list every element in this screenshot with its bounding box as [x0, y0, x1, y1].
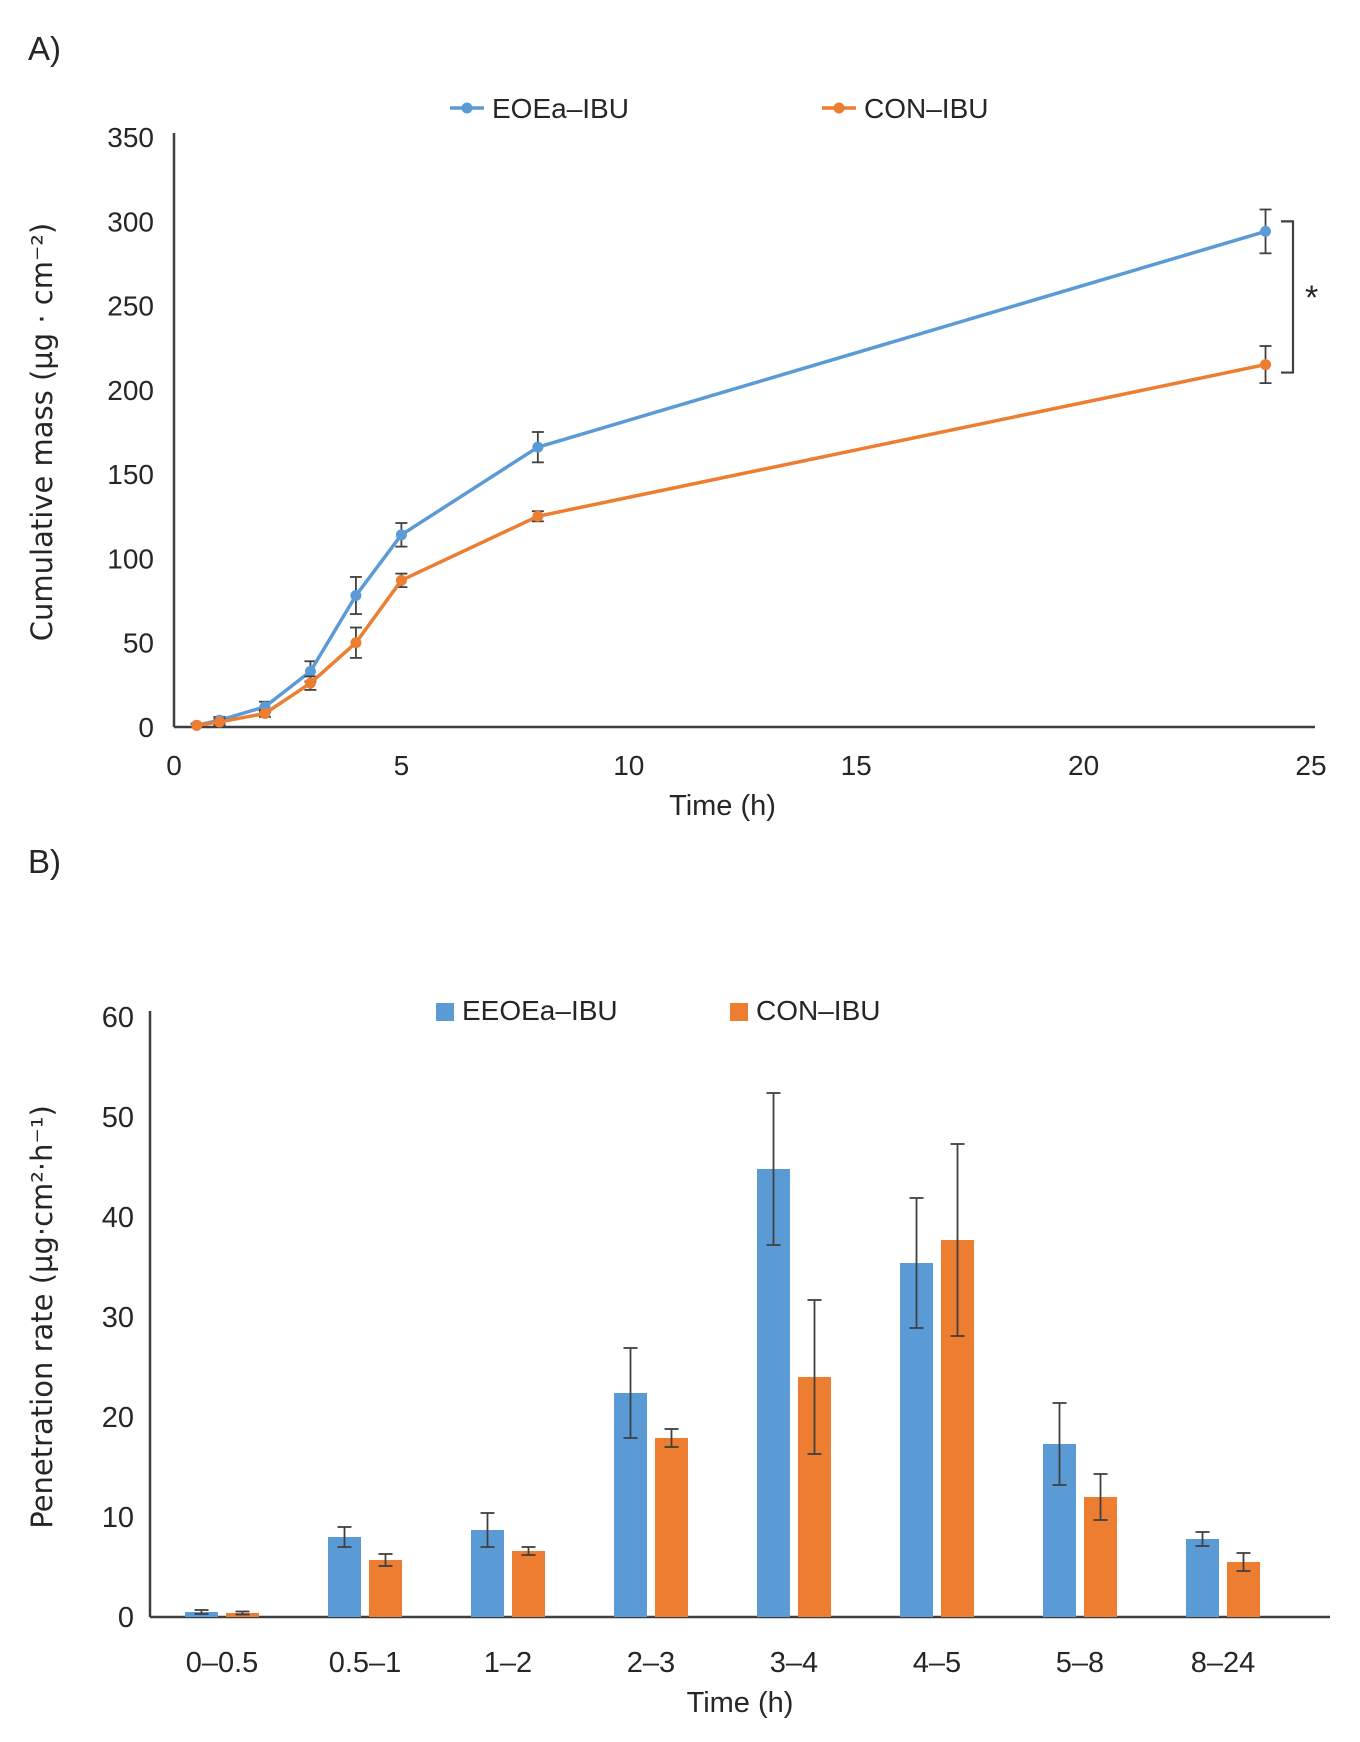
panel-b-legend: EEOEa–IBU CON–IBU	[436, 995, 880, 1026]
panel-b-axes	[148, 1011, 1330, 1619]
category-label: 2–3	[627, 1647, 675, 1679]
significance-asterisk: *	[1305, 279, 1318, 317]
series-CON–IBU	[190, 345, 1272, 731]
series-line	[196, 362, 1266, 728]
legend-label: CON–IBU	[864, 93, 988, 124]
svg-text:300: 300	[107, 206, 154, 237]
error-bars	[190, 208, 1272, 728]
panel-a-axes	[172, 133, 1315, 729]
category-label: 5–8	[1056, 1647, 1104, 1679]
error-bars	[194, 1092, 1210, 1615]
svg-text:100: 100	[107, 543, 154, 574]
svg-text:20: 20	[1068, 750, 1099, 781]
data-point	[532, 510, 544, 522]
panel-a-tick-labels: 0 50 100 150 200 250 300 350 0 5 10 15 20 25	[107, 122, 1326, 781]
svg-text:10: 10	[613, 750, 644, 781]
data-point	[395, 574, 407, 586]
category-label: 8–24	[1191, 1647, 1256, 1679]
category-label: 4–5	[913, 1647, 961, 1679]
svg-text:0: 0	[166, 750, 182, 781]
bar	[328, 1537, 361, 1617]
panel-a-label: A)	[28, 30, 61, 67]
legend-square-marker	[730, 1003, 748, 1021]
data-point	[259, 708, 271, 720]
svg-text:150: 150	[107, 459, 154, 490]
bar	[655, 1438, 688, 1617]
legend-item: CON–IBU	[822, 93, 988, 124]
data-point	[1260, 359, 1272, 371]
svg-text:25: 25	[1295, 750, 1326, 781]
panel-a-line-chart: 0 50 100 150 200 250 300 350 0 5 10 15 20 25 Time (h) C…	[25, 93, 1327, 822]
category-label: 0.5–1	[329, 1647, 402, 1679]
legend-label: CON–IBU	[756, 995, 880, 1026]
series-EEOEa–IBU	[185, 1092, 1219, 1617]
bar	[512, 1551, 545, 1617]
series-EOEa–IBU	[190, 208, 1272, 731]
legend-item: CON–IBU	[730, 995, 880, 1026]
svg-text:10: 10	[102, 1502, 134, 1534]
legend-label: EOEa–IBU	[492, 93, 629, 124]
data-point	[350, 590, 362, 602]
legend-item: EEOEa–IBU	[436, 995, 618, 1026]
svg-text:30: 30	[102, 1302, 134, 1334]
series-line	[196, 229, 1267, 728]
svg-text:20: 20	[102, 1402, 134, 1434]
category-label: 3–4	[770, 1647, 818, 1679]
legend-dot-marker	[461, 102, 473, 114]
svg-text:350: 350	[107, 122, 154, 153]
panel-b-y-axis-title: Penetration rate (µg·cm²·h⁻¹)	[25, 1105, 59, 1529]
category-label: 1–2	[484, 1647, 532, 1679]
legend-square-marker	[436, 1003, 454, 1021]
svg-text:60: 60	[102, 1002, 134, 1034]
data-point	[532, 441, 544, 453]
data-point	[304, 665, 316, 677]
legend-dot-marker	[833, 102, 845, 114]
significance-bracket	[1281, 220, 1295, 374]
svg-text:5: 5	[394, 750, 410, 781]
data-point	[395, 529, 407, 541]
svg-text:50: 50	[123, 628, 154, 659]
data-point	[213, 716, 225, 728]
panel-a-legend: EOEa–IBU CON–IBU	[450, 93, 988, 124]
panel-b-tick-labels: 0 10 20 30 40 50 60 0–0.5 0.5–1 1–2 2–3 3–4 4–5 5–8 8–…	[102, 1002, 1256, 1679]
data-point	[304, 677, 316, 689]
svg-text:0: 0	[138, 712, 154, 743]
svg-text:50: 50	[102, 1102, 134, 1134]
data-point	[191, 719, 203, 731]
data-point	[350, 637, 362, 649]
error-bars	[190, 345, 1272, 728]
panel-a-y-axis-title: Cumulative mass (µg · cm⁻²)	[25, 223, 59, 641]
panel-b-bar-chart: 0 10 20 30 40 50 60 0–0.5 0.5–1 1–2 2–3 3–4 4–5 5–8 8–…	[25, 995, 1330, 1719]
svg-text:40: 40	[102, 1202, 134, 1234]
panel-b-x-axis-title: Time (h)	[687, 1687, 794, 1719]
svg-text:0: 0	[118, 1602, 134, 1634]
category-label: 0–0.5	[186, 1647, 259, 1679]
data-point	[1260, 225, 1272, 237]
legend-item: EOEa–IBU	[450, 93, 629, 124]
svg-text:200: 200	[107, 375, 154, 406]
svg-text:15: 15	[841, 750, 872, 781]
legend-label: EEOEa–IBU	[462, 995, 618, 1026]
panel-b-label: B)	[28, 843, 61, 880]
bar	[1186, 1539, 1219, 1617]
series-CON–IBU	[226, 1143, 1260, 1617]
bar	[369, 1560, 402, 1617]
svg-text:250: 250	[107, 291, 154, 322]
panel-a-x-axis-title: Time (h)	[669, 790, 776, 822]
error-bars	[235, 1143, 1251, 1616]
